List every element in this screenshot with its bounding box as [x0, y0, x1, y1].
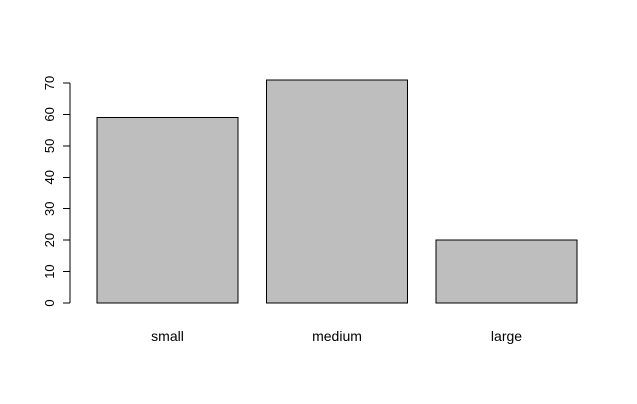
y-tick-label-50: 50	[42, 139, 57, 153]
y-tick-label-40: 40	[42, 170, 57, 184]
y-tick-label-30: 30	[42, 201, 57, 215]
x-category-label-large: large	[491, 328, 522, 344]
bar-medium	[266, 79, 408, 304]
bars-group	[96, 79, 578, 304]
x-category-label-small: small	[151, 328, 184, 344]
y-tick-label-60: 60	[42, 107, 57, 121]
y-axis: 0 10 20 30 40 50 60 70	[42, 76, 71, 307]
y-tick-label-20: 20	[42, 233, 57, 247]
y-tick-label-0: 0	[42, 299, 57, 306]
x-category-label-medium: medium	[312, 328, 362, 344]
x-category-labels: small medium large	[151, 328, 522, 344]
y-tick-label-70: 70	[42, 76, 57, 90]
bar-small	[96, 117, 239, 304]
y-tick-label-10: 10	[42, 264, 57, 278]
bar-large	[435, 239, 578, 304]
